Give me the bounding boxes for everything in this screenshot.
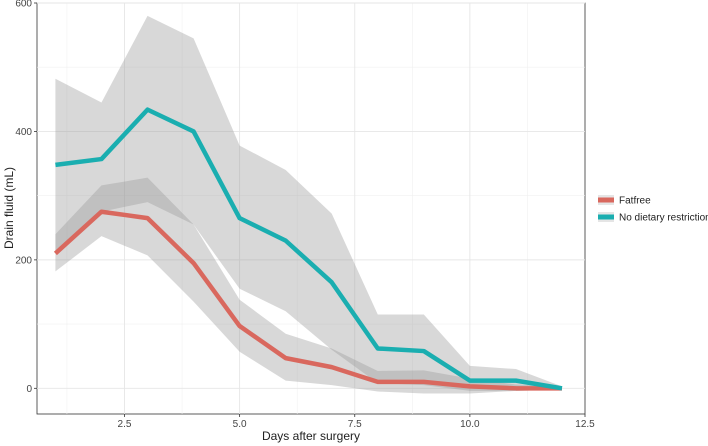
y-axis-title: Drain fluid (mL) xyxy=(2,167,16,249)
y-tick-label: 600 xyxy=(15,0,32,10)
confidence-band-2 xyxy=(55,15,562,391)
x-tick-label: 7.5 xyxy=(348,419,362,430)
legend: Fatfree No dietary restrictions xyxy=(598,195,708,224)
series-line-1 xyxy=(53,209,562,391)
x-axis-title: Days after surgery xyxy=(262,429,360,443)
x-tick-label: 10.0 xyxy=(460,419,480,430)
legend-label-2: No dietary restrictions xyxy=(619,213,708,224)
x-tick-label: 2.5 xyxy=(118,419,132,430)
x-axis-ticks: 2.5 5.0 7.5 10.0 12.5 xyxy=(118,414,595,430)
confidence-bands xyxy=(55,15,562,394)
x-tick-label: 5.0 xyxy=(233,419,247,430)
series-lines xyxy=(53,107,563,391)
y-axis-ticks: 0 200 400 600 xyxy=(15,0,37,395)
series-line-2 xyxy=(55,107,563,391)
y-tick-label: 0 xyxy=(26,384,32,395)
x-tick-label: 12.5 xyxy=(575,419,595,430)
confidence-band-1 xyxy=(55,177,562,394)
y-tick-label: 200 xyxy=(15,255,32,266)
y-tick-label: 400 xyxy=(15,127,32,138)
legend-label-1: Fatfree xyxy=(619,196,651,207)
